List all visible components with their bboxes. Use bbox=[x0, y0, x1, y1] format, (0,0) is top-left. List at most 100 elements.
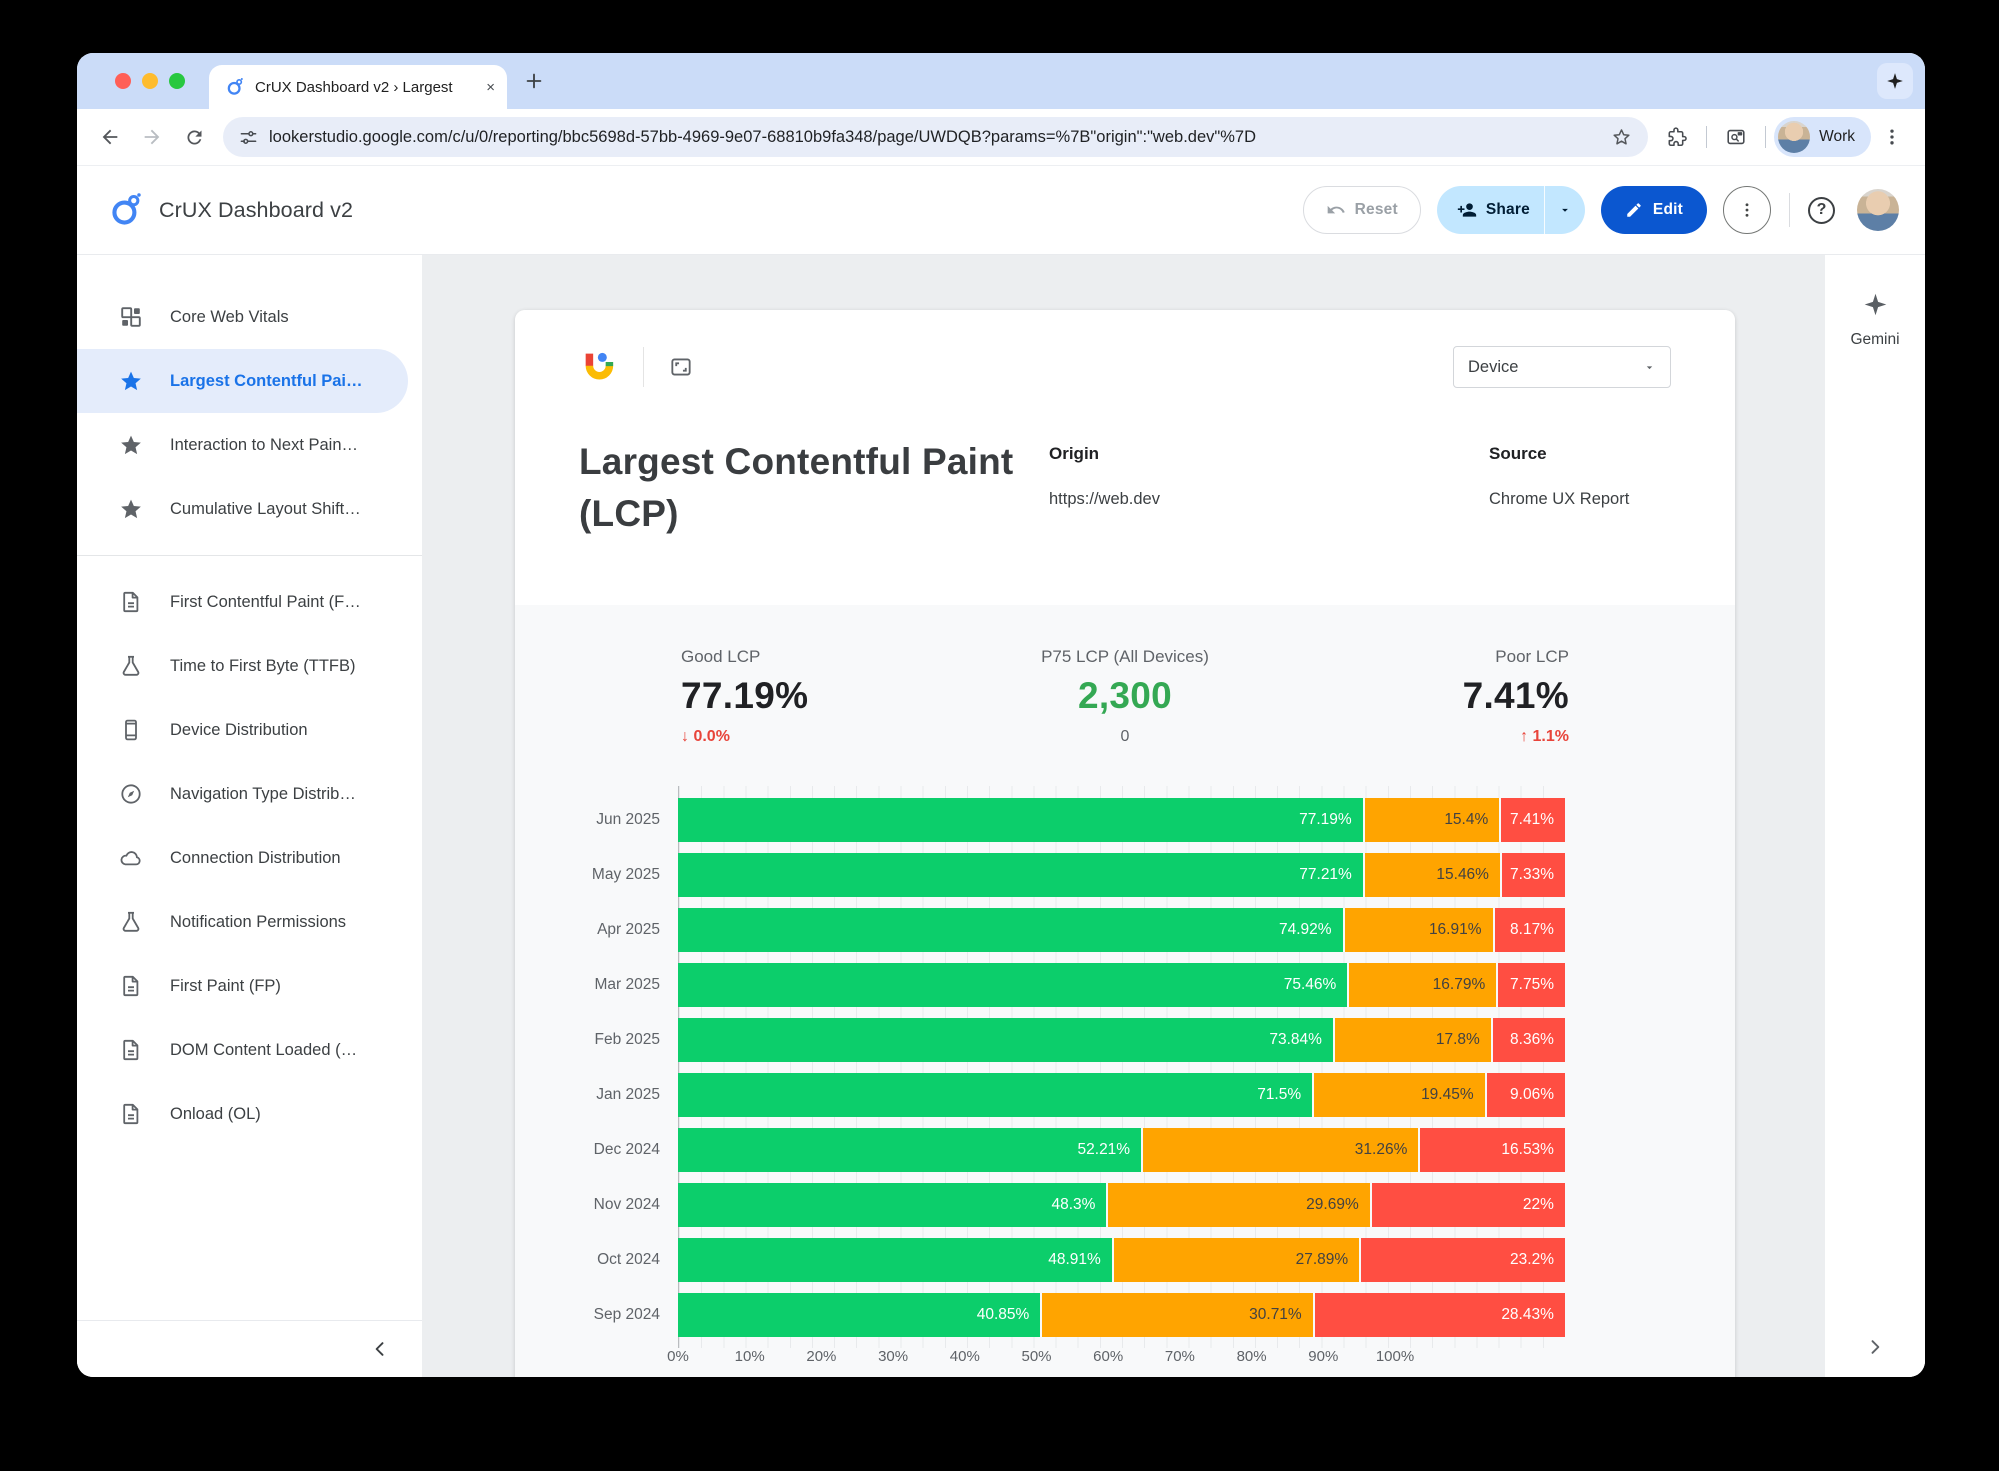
bar-segment-good[interactable]: 52.21% bbox=[678, 1128, 1142, 1172]
bar-segment-poor[interactable]: 8.36% bbox=[1490, 1018, 1565, 1062]
next-page-chevron-icon[interactable] bbox=[1825, 1337, 1925, 1357]
account-avatar[interactable] bbox=[1857, 189, 1899, 231]
bar-segment-poor[interactable]: 7.41% bbox=[1499, 798, 1565, 842]
star-icon bbox=[119, 497, 143, 521]
sidebar-item-dom-content-loaded[interactable]: DOM Content Loaded (… bbox=[77, 1018, 408, 1082]
share-label: Share bbox=[1485, 201, 1530, 218]
bar-segment-good[interactable]: 48.3% bbox=[678, 1183, 1107, 1227]
side-panel-search-icon[interactable] bbox=[1715, 116, 1757, 158]
sidebar-item-time-to-first-byte-ttfb[interactable]: Time to First Byte (TTFB) bbox=[77, 634, 408, 698]
reload-icon[interactable] bbox=[173, 116, 215, 158]
sidebar-item-onload-ol[interactable]: Onload (OL) bbox=[77, 1082, 408, 1146]
header-divider bbox=[1789, 193, 1790, 227]
site-settings-tune-icon[interactable] bbox=[239, 128, 258, 147]
collapse-sidebar-chevron-icon[interactable] bbox=[370, 1339, 390, 1359]
bar-segment-good[interactable]: 77.19% bbox=[678, 798, 1363, 842]
bar-segment-poor[interactable]: 23.2% bbox=[1359, 1238, 1565, 1282]
sidebar-item-label: Notification Permissions bbox=[170, 912, 347, 931]
bar-segment-needs-improvement[interactable]: 16.91% bbox=[1342, 908, 1493, 952]
report-canvas: Device Largest Contentful Paint (LCP) Or… bbox=[422, 255, 1825, 1377]
segment-value-label: 7.33% bbox=[1510, 866, 1554, 883]
reset-button[interactable]: Reset bbox=[1302, 186, 1421, 234]
bar-segment-poor[interactable]: 8.17% bbox=[1492, 908, 1565, 952]
chart-row-nov-2024: Nov 2024 48.3% 29.69% 22% bbox=[515, 1183, 1565, 1227]
sidebar-item-device-distribution[interactable]: Device Distribution bbox=[77, 698, 408, 762]
device-filter-dropdown[interactable]: Device bbox=[1453, 346, 1671, 388]
forward-icon[interactable] bbox=[131, 116, 173, 158]
tab-title: CrUX Dashboard v2 › Largest bbox=[255, 78, 453, 96]
minimize-window-button[interactable] bbox=[142, 73, 158, 89]
share-button[interactable]: Share bbox=[1436, 186, 1585, 234]
sidebar-item-cumulative-layout-shift[interactable]: Cumulative Layout Shift… bbox=[77, 477, 408, 541]
scorecard-sub-value: 0 bbox=[1120, 728, 1130, 745]
bar-segment-needs-improvement[interactable]: 27.89% bbox=[1111, 1238, 1360, 1282]
report-card: Device Largest Contentful Paint (LCP) Or… bbox=[515, 310, 1735, 1377]
sidebar-item-label: Core Web Vitals bbox=[170, 307, 289, 326]
bar-segment-needs-improvement[interactable]: 15.46% bbox=[1362, 853, 1500, 897]
report-page-sidebar: Core Web Vitals Largest Contentful Pai… In… bbox=[77, 255, 422, 1377]
segment-value-label: 29.69% bbox=[1306, 1196, 1359, 1213]
bar-segment-needs-improvement[interactable]: 30.71% bbox=[1040, 1293, 1313, 1337]
bar-segment-needs-improvement[interactable]: 15.4% bbox=[1362, 798, 1500, 842]
bar-segment-good[interactable]: 75.46% bbox=[678, 963, 1348, 1007]
x-axis-tick-label: 0% bbox=[667, 1348, 689, 1365]
bar-segment-needs-improvement[interactable]: 29.69% bbox=[1106, 1183, 1370, 1227]
category-label: Nov 2024 bbox=[593, 1196, 660, 1213]
star-icon bbox=[119, 433, 143, 457]
chart-row-jun-2025: Jun 2025 77.19% 15.4% 7.41% bbox=[515, 798, 1565, 842]
sidebar-item-first-contentful-paint-f[interactable]: First Contentful Paint (F… bbox=[77, 570, 408, 634]
bar-segment-good[interactable]: 40.85% bbox=[678, 1293, 1041, 1337]
stacked-bar: 74.92% 16.91% 8.17% bbox=[678, 908, 1565, 952]
bookmark-star-icon[interactable] bbox=[1604, 120, 1638, 154]
back-icon[interactable] bbox=[89, 116, 131, 158]
browser-profile-chip[interactable]: Work bbox=[1774, 117, 1871, 157]
sidebar-item-navigation-type-distrib[interactable]: Navigation Type Distrib… bbox=[77, 762, 408, 826]
bar-segment-good[interactable]: 77.21% bbox=[678, 853, 1363, 897]
report-card-header: Device Largest Contentful Paint (LCP) Or… bbox=[515, 310, 1735, 605]
chart-x-axis: 0% 10% 20% 30% 40% 50% 60% 70% 80% 90% 100% bbox=[667, 1348, 1414, 1374]
sidebar-item-core-web-vitals[interactable]: Core Web Vitals bbox=[77, 285, 408, 349]
segment-value-label: 7.41% bbox=[1510, 811, 1554, 828]
segment-value-label: 8.36% bbox=[1510, 1031, 1554, 1048]
sidebar-item-interaction-to-next-pain[interactable]: Interaction to Next Pain… bbox=[77, 413, 408, 477]
bar-segment-poor[interactable]: 7.33% bbox=[1499, 853, 1565, 897]
address-bar[interactable]: lookerstudio.google.com/c/u/0/reporting/… bbox=[223, 117, 1649, 157]
bar-segment-poor[interactable]: 16.53% bbox=[1418, 1128, 1565, 1172]
bar-segment-needs-improvement[interactable]: 17.8% bbox=[1332, 1018, 1491, 1062]
sidebar-item-notification-permissions[interactable]: Notification Permissions bbox=[77, 890, 408, 954]
page-title: Largest Contentful Paint (LCP) bbox=[579, 441, 1014, 534]
bar-segment-poor[interactable]: 22% bbox=[1369, 1183, 1565, 1227]
bar-segment-good[interactable]: 74.92% bbox=[678, 908, 1343, 952]
bar-segment-needs-improvement[interactable]: 16.79% bbox=[1347, 963, 1497, 1007]
bar-segment-good[interactable]: 48.91% bbox=[678, 1238, 1112, 1282]
bar-segment-good[interactable]: 73.84% bbox=[678, 1018, 1333, 1062]
category-label: Dec 2024 bbox=[593, 1141, 660, 1158]
maximize-window-button[interactable] bbox=[169, 73, 185, 89]
sidebar-item-largest-contentful-pai[interactable]: Largest Contentful Pai… bbox=[77, 349, 408, 413]
help-icon[interactable]: ? bbox=[1808, 196, 1835, 224]
browser-tab[interactable]: CrUX Dashboard v2 › Largest × bbox=[209, 65, 507, 109]
source-value: Chrome UX Report bbox=[1489, 490, 1630, 508]
edit-button[interactable]: Edit bbox=[1600, 186, 1707, 234]
browser-window: CrUX Dashboard v2 › Largest × bbox=[77, 53, 1925, 1377]
gemini-sparkle-icon[interactable] bbox=[1862, 291, 1889, 318]
tab-close-icon[interactable]: × bbox=[486, 78, 495, 96]
sidebar-item-connection-distribution[interactable]: Connection Distribution bbox=[77, 826, 408, 890]
stacked-bar: 73.84% 17.8% 8.36% bbox=[678, 1018, 1565, 1062]
bar-segment-good[interactable]: 71.5% bbox=[678, 1073, 1313, 1117]
sidebar-item-label: First Contentful Paint (F… bbox=[170, 592, 361, 611]
browser-menu-kebab-icon[interactable] bbox=[1871, 116, 1913, 158]
bar-segment-poor[interactable]: 9.06% bbox=[1484, 1073, 1565, 1117]
tab-sparkle-icon[interactable] bbox=[1877, 63, 1913, 99]
close-window-button[interactable] bbox=[115, 73, 131, 89]
extensions-puzzle-icon[interactable] bbox=[1656, 116, 1698, 158]
bar-segment-poor[interactable]: 7.75% bbox=[1496, 963, 1565, 1007]
bar-segment-needs-improvement[interactable]: 31.26% bbox=[1141, 1128, 1419, 1172]
scorecard-delta: ↓ 0.0% bbox=[681, 728, 977, 746]
bar-segment-needs-improvement[interactable]: 19.45% bbox=[1312, 1073, 1485, 1117]
new-tab-button[interactable] bbox=[523, 70, 545, 92]
sidebar-item-first-paint-fp[interactable]: First Paint (FP) bbox=[77, 954, 408, 1018]
share-dropdown-caret-icon[interactable] bbox=[1545, 186, 1585, 234]
more-options-kebab-icon[interactable] bbox=[1723, 186, 1771, 234]
bar-segment-poor[interactable]: 28.43% bbox=[1312, 1293, 1565, 1337]
